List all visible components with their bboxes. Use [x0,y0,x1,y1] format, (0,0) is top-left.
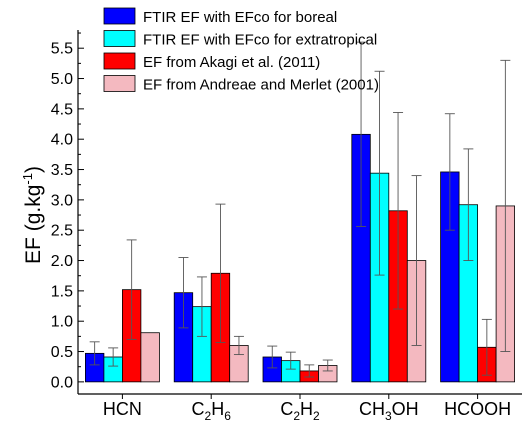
legend-label: FTIR EF with EFco for boreal [143,9,337,26]
error-bars-layer [89,41,511,378]
legend-swatch [103,75,136,92]
y-tick-label: 3.5 [51,162,73,179]
legend-label: EF from Andreae and Merlet (2001) [143,77,379,94]
x-tick-label: HCN [103,399,142,419]
legend: FTIR EF with EFco for boreal FTIR EF with… [103,7,379,94]
y-tick-label: 1.0 [51,314,73,331]
y-tick-label: 5.0 [51,71,73,88]
y-tick-label: 0.0 [51,374,73,391]
x-tick-label: C2H6 [192,399,232,422]
y-axis-label: EF (g.kg-1) [20,166,45,264]
y-tick-label: 0.5 [51,344,73,361]
y-tick-label: 3.0 [51,192,73,209]
legend-swatch [103,7,136,25]
legend-swatch [103,52,136,70]
y-tick-label: 2.0 [51,253,73,270]
y-tick-label: 5.5 [51,41,73,58]
x-tick-label: HCOOH [444,399,511,419]
x-tick-label: C2H2 [280,399,320,422]
bar [140,332,160,383]
y-tick-label: 1.5 [51,283,73,300]
axes-layer: 0.0 0.5 1.0 1.5 2.0 2.5 3.0 3.5 4.0 4.5 5.0 5.5 HCN C… [51,30,522,422]
y-tick-label: 4.5 [51,101,73,118]
legend-swatch [103,30,136,47]
legend-label: FTIR EF with EFco for extratropical [143,32,377,49]
x-tick-label: CH3OH [359,399,419,422]
y-tick-label: 4.0 [51,132,73,149]
y-tick-label: 2.5 [51,223,73,240]
legend-label: EF from Akagi et al. (2011) [143,54,320,71]
